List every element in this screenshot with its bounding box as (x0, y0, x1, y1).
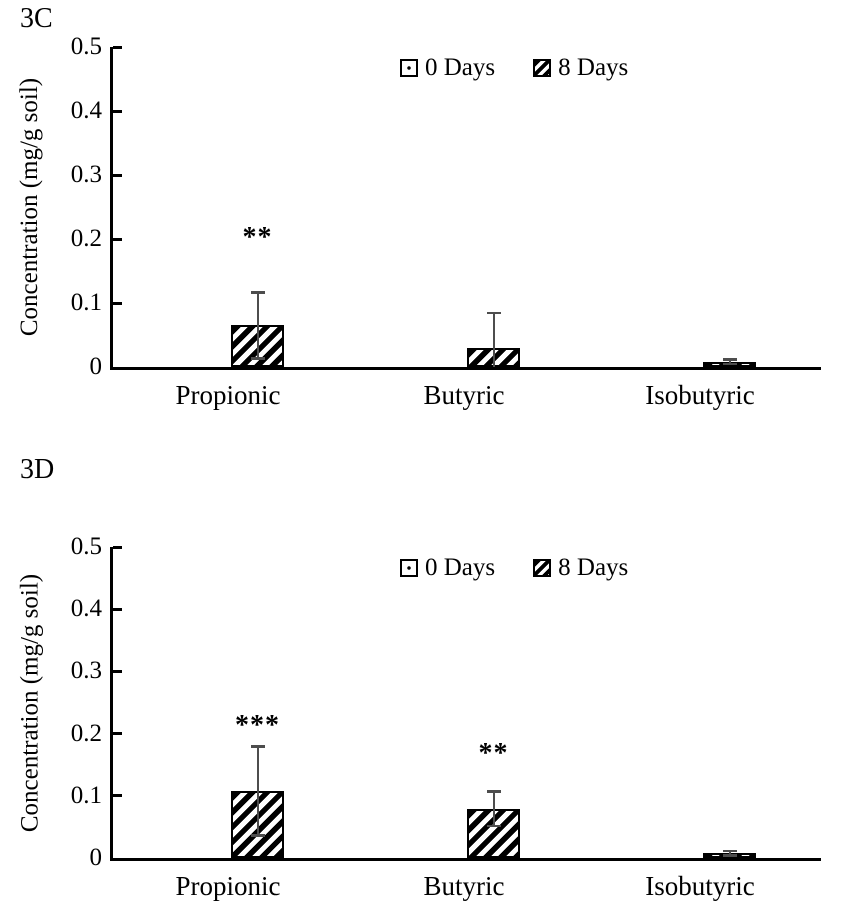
error-bar-cap-top (722, 849, 737, 853)
error-bar-cap-bottom (250, 834, 265, 837)
y-tick-label: 0.2 (70, 719, 102, 747)
y-axis-title: Concentration (mg/g soil) (16, 77, 43, 337)
y-tick-label: 0.3 (70, 161, 102, 188)
y-tick-mark (113, 669, 122, 673)
significance-marker: ** (242, 221, 273, 253)
y-tick-label: 0 (89, 844, 103, 871)
error-bar-line (256, 746, 259, 836)
error-bar-cap-bottom (722, 362, 737, 366)
legend-label-8-days: 8 Days (558, 54, 629, 81)
y-tick-mark (113, 109, 122, 113)
legend-item-8-days: 8 Days (533, 554, 628, 582)
category-label-butyric: Butyric (423, 871, 505, 901)
legend-item-0-days: 0 Days (400, 54, 495, 82)
x-axis-labels: Propionic Butyric Isobutyric (110, 871, 818, 902)
category-label-propionic: Propionic (175, 380, 281, 410)
y-tick-label: 0.4 (70, 595, 102, 623)
y-tick-label: 0.1 (70, 781, 102, 809)
y-tick-mark (113, 732, 122, 736)
y-tick-label: 0.4 (70, 97, 102, 124)
legend-label-0-days: 0 Days (425, 54, 496, 81)
y-tick-mark (113, 45, 122, 49)
significance-marker: ** (478, 738, 509, 770)
figure-label: 3C (20, 3, 53, 34)
x-axis-labels: Propionic Butyric Isobutyric (110, 380, 818, 411)
y-tick-mark (113, 545, 122, 549)
y-tick-mark (113, 173, 122, 177)
legend-marker-8-days-icon (533, 59, 552, 77)
significance-marker: *** (235, 710, 280, 742)
chart-3c: 3C Concentration (mg/g soil) 0 Days 8 Da… (0, 0, 846, 445)
y-tick-label: 0.5 (70, 33, 102, 60)
category-label-isobutyric: Isobutyric (645, 380, 755, 410)
category-label-propionic: Propionic (175, 871, 281, 901)
error-bar-line (492, 312, 495, 367)
y-tick-label: 0 (89, 353, 103, 380)
legend-marker-8-days-icon (533, 559, 552, 577)
error-bar-cap-top (250, 291, 265, 294)
chart-3d: 3D Concentration (mg/g soil) 0 Days 8 Da… (0, 445, 846, 906)
error-bar-line (492, 791, 495, 827)
y-tick-label: 0.2 (70, 225, 102, 252)
error-bar-cap-top (250, 745, 265, 748)
y-tick-label: 0.1 (70, 289, 102, 316)
legend-marker-0-days-icon (400, 59, 418, 77)
y-tick-mark (113, 237, 122, 241)
error-bar-cap-bottom (486, 824, 501, 828)
error-bar-line (728, 359, 731, 365)
legend-marker-0-days-icon (400, 559, 418, 577)
legend: 0 Days 8 Days (400, 554, 628, 582)
legend-label-0-days: 0 Days (425, 554, 496, 581)
category-label-isobutyric: Isobutyric (645, 871, 755, 901)
y-tick-mark (113, 794, 122, 798)
y-tick-mark (113, 607, 122, 611)
figure-label: 3D (20, 454, 55, 485)
error-bar-cap-top (722, 358, 737, 361)
legend-label-8-days: 8 Days (558, 554, 629, 581)
y-tick-label: 0.3 (70, 657, 102, 685)
category-label-butyric: Butyric (423, 380, 505, 410)
legend-item-8-days: 8 Days (533, 54, 628, 82)
legend: 0 Days 8 Days (400, 54, 628, 82)
plot-area: 0 Days 8 Days ** (110, 45, 821, 370)
error-bar-line (256, 292, 259, 359)
error-bar-cap-bottom (250, 357, 265, 360)
legend-item-0-days: 0 Days (400, 554, 495, 582)
y-tick-mark (113, 301, 122, 305)
error-bar-line (728, 850, 731, 856)
error-bar-cap-top (486, 790, 501, 793)
error-bar-cap-top (486, 311, 501, 315)
plot-area: 0 Days 8 Days *** ** (110, 545, 821, 861)
error-bar-cap-bottom (722, 854, 737, 857)
y-tick-label: 0.5 (70, 533, 102, 560)
